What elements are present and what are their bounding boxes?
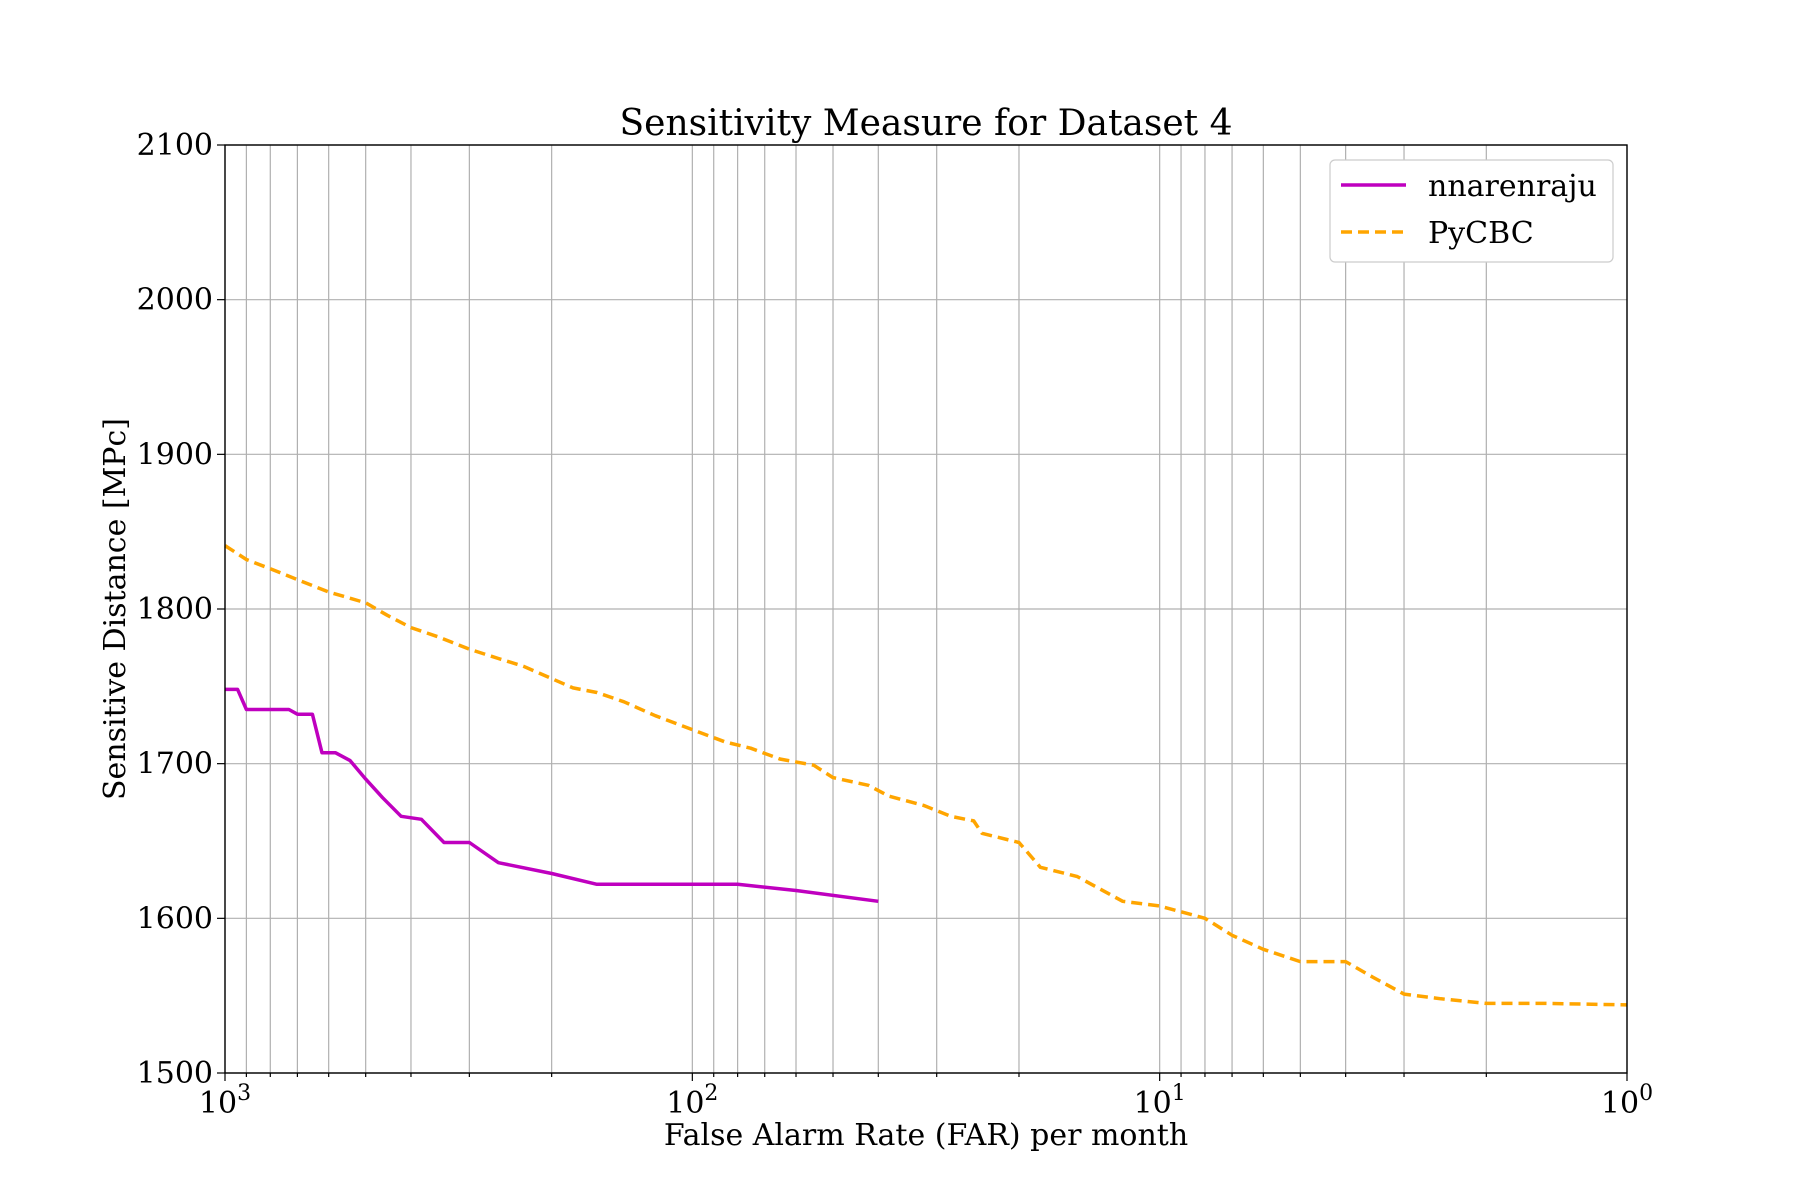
x-axis-label: False Alarm Rate (FAR) per month — [664, 1118, 1188, 1153]
grid-lines — [224, 144, 1628, 1074]
x-tick-label: 101 — [1134, 1081, 1186, 1121]
y-tick-label: 2000 — [137, 283, 213, 318]
plot-frame — [224, 144, 1628, 1074]
y-tick-label: 2100 — [137, 128, 213, 163]
series-line-nnarenraju — [225, 687, 879, 904]
y-tick-label: 1500 — [137, 1056, 213, 1091]
legend-label-pycbc: PyCBC — [1428, 216, 1534, 251]
y-axis-label: Sensitive Distance [MPc] — [98, 418, 133, 800]
axis-ticks: 103 102 101 100 1500 1600 1700 1800 1900 2000 2100 — [137, 128, 1653, 1121]
y-tick-label: 1800 — [137, 592, 213, 627]
y-tick-label: 1900 — [137, 437, 213, 472]
x-tick-label: 102 — [666, 1081, 718, 1121]
x-tick-label: 103 — [199, 1081, 251, 1121]
series-line-pycbc — [224, 544, 1628, 1007]
y-tick-label: 1600 — [137, 901, 213, 936]
chart-title: Sensitivity Measure for Dataset 4 — [620, 103, 1233, 144]
legend-label-nnarenraju: nnarenraju — [1428, 169, 1597, 204]
y-tick-label: 1700 — [137, 747, 213, 782]
series-lines — [224, 544, 1628, 1007]
x-tick-label: 100 — [1601, 1081, 1653, 1121]
legend: nnarenraju PyCBC — [1329, 159, 1614, 263]
